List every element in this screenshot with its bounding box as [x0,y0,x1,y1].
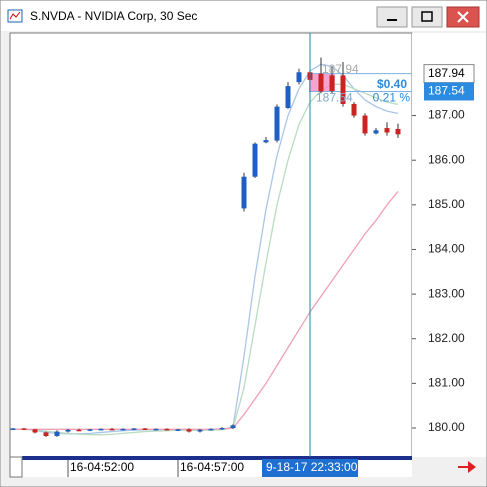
x-tick-label: 16-04:57:00 [180,460,244,474]
candle-body [186,429,192,432]
candle-body [351,103,357,116]
candle-body [10,428,16,430]
candle-body [76,429,82,432]
y-tick-label: 187.00 [428,108,465,122]
price-marker-label: 187.54 [428,84,465,98]
candle-body [329,75,335,92]
candle-body [230,425,236,428]
candle-body [362,115,368,134]
price-axis [412,33,486,457]
candle-body [318,73,324,92]
indicator-line [13,191,399,430]
crosshair-label-box [262,459,358,477]
candle-body [274,106,280,141]
candle-body [21,428,27,430]
candle-body [43,432,49,437]
y-tick-label: 183.00 [428,286,465,300]
measure-high: 187.94 [322,62,359,76]
measure-change: $0.40 [377,77,407,91]
candle-body [87,429,93,431]
candle-body [65,429,71,432]
close-button[interactable] [446,6,480,28]
candle-body [373,130,379,134]
candle-body [153,428,159,431]
app-icon-glyph [9,11,21,20]
y-tick-label: 181.00 [428,376,465,390]
candle-body [32,429,38,433]
price-marker-label: 187.94 [428,66,465,80]
candle-body [142,428,148,430]
candle-body [340,75,346,104]
scroll-bar[interactable] [22,456,412,460]
measure-low: 187.54 [316,91,353,105]
minimize-button[interactable] [376,6,408,28]
x-tick-label: 16-04:52:00 [70,460,134,474]
candle-body [285,86,291,108]
scroll-right-arrow[interactable] [458,461,476,473]
candle-body [252,143,258,177]
candle-body [208,428,214,431]
candle-body [131,428,137,430]
maximize-button[interactable] [411,6,443,28]
candle-body [197,429,203,432]
candle-body [175,429,181,431]
scroll-box[interactable] [9,456,23,478]
candle-body [384,128,390,133]
candle-body [296,72,302,83]
y-tick-label: 184.00 [428,242,465,256]
candle-body [109,428,115,431]
y-tick-label: 186.00 [428,152,465,166]
candle-body [219,427,225,430]
price-marker-box [424,82,474,101]
candle-body [241,176,247,209]
y-tick-label: 185.00 [428,197,465,211]
crosshair-label: 9-18-17 22:33:00 [266,460,358,474]
y-tick-label: 180.00 [428,420,465,434]
measure-percent: 0.21 % [373,91,411,105]
candle-body [164,428,170,431]
window-title: S.NVDA - NVIDIA Corp, 30 Sec [30,9,197,23]
candle-body [263,140,269,143]
candle-body [98,428,104,431]
candle-body [54,431,60,437]
y-tick-label: 182.00 [428,331,465,345]
candle-body [120,428,126,431]
candle-body [395,128,401,135]
